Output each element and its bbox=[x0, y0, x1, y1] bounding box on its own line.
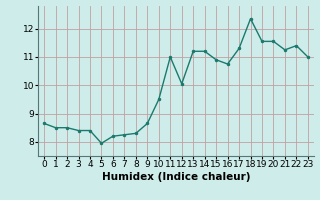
X-axis label: Humidex (Indice chaleur): Humidex (Indice chaleur) bbox=[102, 172, 250, 182]
